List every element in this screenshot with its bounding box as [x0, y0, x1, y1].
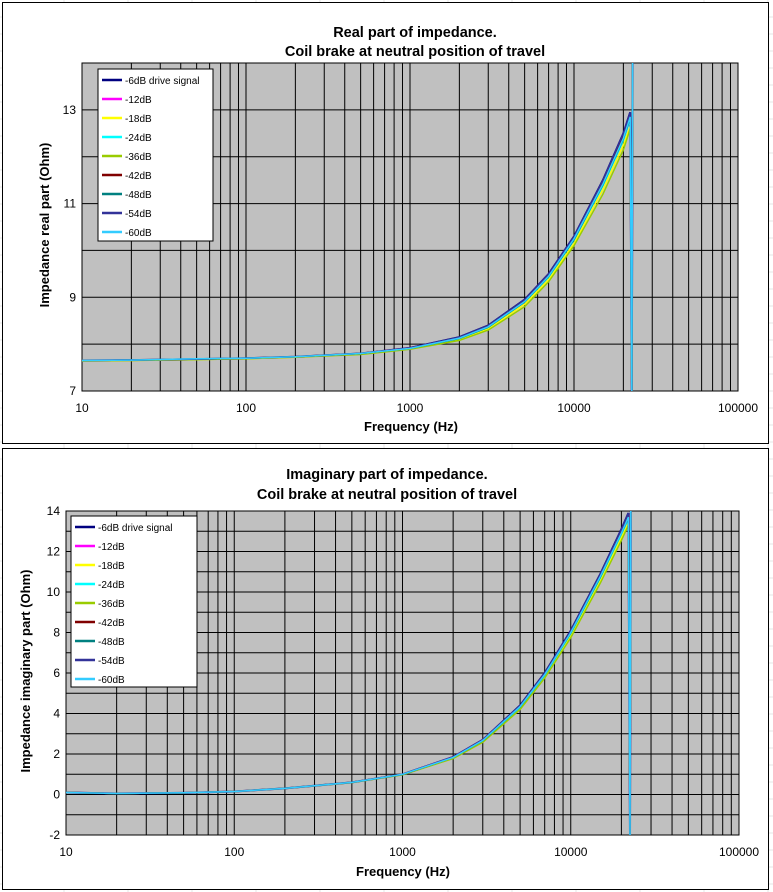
legend-label: -24dB [125, 133, 152, 144]
legend-label: -60dB [98, 675, 125, 686]
y-tick-label: 10 [47, 585, 61, 599]
legend-label: -24dB [98, 580, 125, 591]
plot-border [81, 62, 739, 392]
legend-box [70, 515, 198, 688]
x-tick-label: 100 [236, 401, 256, 415]
x-tick-label: 100000 [719, 845, 759, 859]
legend: -6dB drive signal -12dB -18dB -24dB -36dB -42… [97, 68, 214, 242]
y-tick-label: 2 [53, 747, 60, 761]
y-tick-label: 0 [53, 788, 60, 802]
legend-label: -54dB [125, 209, 152, 220]
legend-label: -42dB [98, 618, 125, 629]
legend-label: -60dB [125, 228, 152, 239]
y-tick-label: -2 [49, 828, 60, 842]
x-tick-label: 1000 [389, 845, 416, 859]
legend-label: -12dB [98, 542, 125, 553]
chart-imaginary-part-svg: Imaginary part of impedance. Coil brake … [18, 467, 759, 879]
plot-border [65, 510, 740, 836]
x-tick-label: 1000 [397, 401, 424, 415]
chart-imaginary-part[interactable]: Imaginary part of impedance. Coil brake … [2, 448, 769, 890]
chart-real-part[interactable]: Real part of impedance. Coil brake at ne… [2, 2, 769, 444]
y-axis-label: Impedance real part (Ohm) [37, 143, 52, 308]
chart-title-line1: Imaginary part of impedance. [286, 467, 487, 483]
legend-label: -6dB drive signal [125, 76, 199, 87]
y-tick-label: 7 [69, 384, 76, 398]
y-tick-label: 14 [47, 504, 61, 518]
chart-title-line1: Real part of impedance. [333, 25, 497, 41]
legend-label: -48dB [125, 190, 152, 201]
y-tick-label: 13 [63, 103, 77, 117]
series-line [81, 62, 634, 392]
legend-label: -6dB drive signal [98, 523, 172, 534]
chart-title-line2: Coil brake at neutral position of travel [285, 44, 545, 60]
legend-label: -42dB [125, 171, 152, 182]
legend-label: -18dB [98, 561, 125, 572]
legend-label: -36dB [98, 599, 125, 610]
chart-title-line2: Coil brake at neutral position of travel [257, 487, 517, 503]
x-tick-label: 10 [75, 401, 89, 415]
legend-label: -12dB [125, 95, 152, 106]
legend-label: -54dB [98, 656, 125, 667]
x-tick-label: 10000 [557, 401, 591, 415]
y-tick-label: 6 [53, 666, 60, 680]
y-tick-label: 8 [53, 626, 60, 640]
y-tick-label: 11 [64, 197, 77, 211]
x-tick-label: 10 [59, 845, 73, 859]
legend: -6dB drive signal -12dB -18dB -24dB -36dB -42… [70, 515, 198, 688]
legend-label: -48dB [98, 637, 125, 648]
x-axis-label: Frequency (Hz) [356, 864, 450, 879]
x-tick-label: 100000 [718, 401, 758, 415]
chart-real-part-svg: Real part of impedance. Coil brake at ne… [37, 25, 758, 434]
x-axis-label: Frequency (Hz) [364, 419, 458, 434]
y-tick-label: 12 [47, 545, 61, 559]
legend-label: -36dB [125, 152, 152, 163]
series-line [65, 510, 632, 836]
y-axis-label: Impedance imaginary part (Ohm) [18, 570, 33, 773]
x-tick-label: 10000 [554, 845, 588, 859]
legend-label: -18dB [125, 114, 152, 125]
y-tick-label: 4 [53, 707, 60, 721]
x-tick-label: 100 [224, 845, 244, 859]
y-tick-label: 9 [69, 290, 76, 304]
